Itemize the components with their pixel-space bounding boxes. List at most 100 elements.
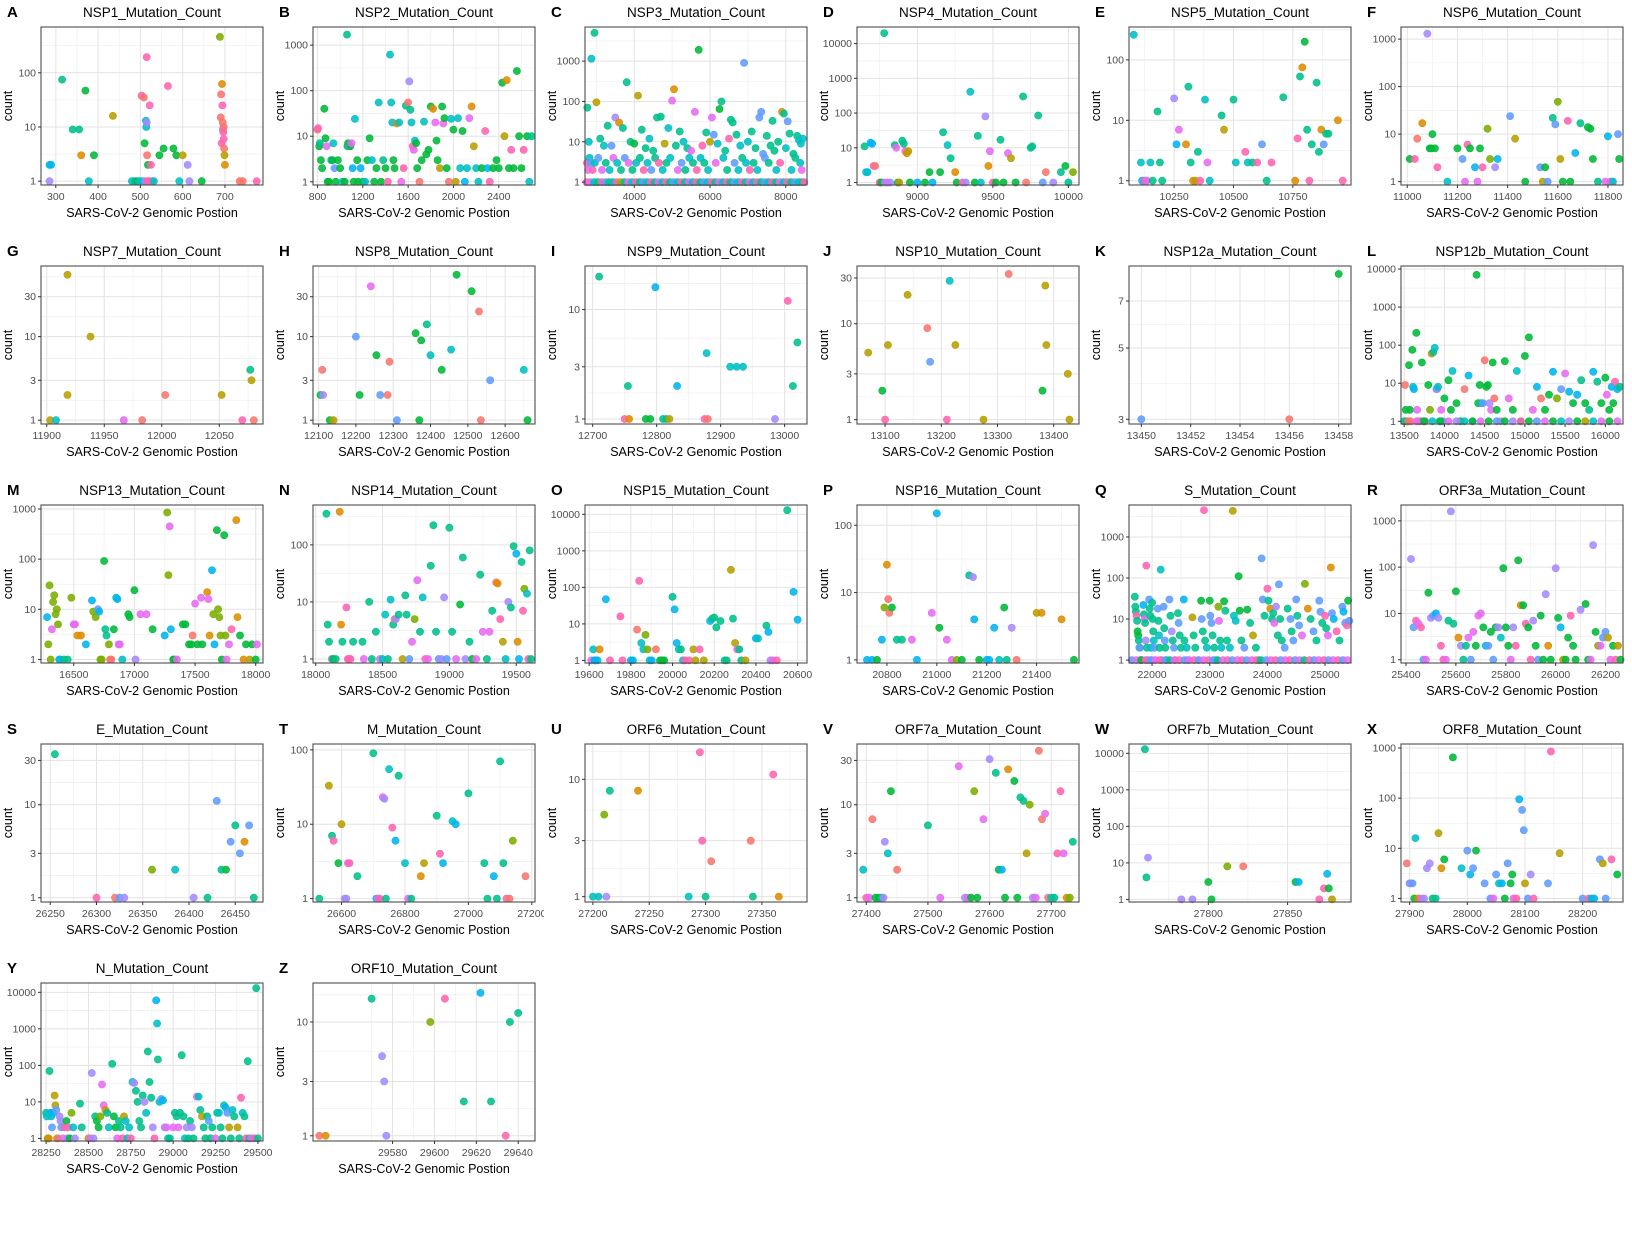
data-point — [342, 894, 351, 903]
data-point — [397, 177, 406, 186]
data-point — [1167, 627, 1176, 636]
data-point — [701, 892, 710, 901]
panel-title: NSP12a_Mutation_Count — [1163, 244, 1316, 259]
data-point — [152, 996, 161, 1005]
data-point — [1286, 615, 1295, 623]
data-point — [331, 177, 340, 186]
data-point — [1407, 555, 1415, 563]
data-point — [483, 894, 492, 903]
panel-title: NSP5_Mutation_Count — [1171, 5, 1309, 20]
data-point — [1504, 394, 1513, 403]
data-point — [647, 166, 656, 174]
data-point — [1539, 655, 1548, 664]
data-point — [1605, 405, 1614, 414]
data-point — [762, 131, 771, 140]
data-point — [382, 1131, 391, 1140]
data-point — [1289, 636, 1298, 645]
data-point — [1440, 855, 1449, 864]
data-point — [210, 640, 219, 649]
data-point — [1137, 158, 1145, 167]
data-point — [451, 820, 460, 829]
data-point — [1179, 595, 1188, 604]
data-point — [1553, 394, 1561, 403]
panel-letter: N — [279, 482, 290, 499]
x-tick-label: 28000 — [1453, 908, 1482, 920]
data-point — [150, 1134, 159, 1143]
data-point — [690, 108, 699, 116]
data-point — [719, 153, 728, 162]
panel-I: 1 3 10 12700 12800 12900 13000 I NSP9_Mutation_C… — [544, 239, 816, 478]
data-point — [618, 656, 627, 665]
data-point — [711, 158, 720, 167]
data-point — [643, 158, 652, 167]
data-point — [405, 77, 414, 86]
data-point — [906, 178, 914, 187]
panel-letter: Z — [279, 960, 288, 977]
x-axis-title: SARS-CoV-2 Genomic Postion — [66, 445, 238, 459]
data-point — [509, 542, 518, 550]
data-point — [935, 623, 944, 632]
data-point — [172, 655, 181, 664]
data-point — [1532, 417, 1541, 426]
data-point — [509, 164, 518, 172]
x-tick-label: 2400 — [487, 191, 511, 203]
data-point — [440, 994, 449, 1003]
data-point — [1549, 367, 1557, 376]
data-point — [774, 137, 783, 146]
data-point — [336, 164, 345, 172]
panel-B: 1 10 100 1000 800 1200 1600 2000 2400 B NSP2_Mutat… — [272, 0, 544, 239]
data-point — [1506, 112, 1514, 120]
panel-letter: L — [1367, 243, 1376, 260]
data-point — [1471, 163, 1479, 172]
data-point — [793, 338, 802, 347]
data-point — [366, 282, 375, 291]
data-point — [976, 178, 985, 187]
data-point — [1558, 177, 1567, 186]
data-point — [131, 655, 140, 664]
data-point — [670, 605, 679, 614]
panel-title: NSP2_Mutation_Count — [355, 5, 493, 20]
data-point — [878, 635, 886, 644]
data-point — [317, 156, 325, 164]
data-point — [81, 86, 90, 95]
data-point — [424, 145, 433, 154]
data-point — [1503, 859, 1512, 868]
x-tick-label: 12100 — [304, 430, 333, 442]
data-point — [961, 178, 970, 187]
data-point — [109, 625, 118, 634]
data-point — [1312, 78, 1321, 87]
x-axis-title: SARS-CoV-2 Genomic Postion — [1426, 684, 1598, 698]
data-point — [252, 177, 261, 186]
y-tick-label: 100 — [290, 744, 308, 756]
data-point — [1472, 846, 1480, 855]
y-axis-title: count — [273, 1046, 287, 1077]
data-point — [1561, 655, 1570, 664]
y-tick-label: 10 — [24, 799, 36, 811]
x-tick-label: 12600 — [491, 430, 520, 442]
y-tick-label: 30 — [24, 291, 36, 303]
data-point — [1159, 602, 1168, 611]
panel-title: NSP16_Mutation_Count — [895, 483, 1041, 498]
data-point — [519, 145, 528, 154]
data-point — [465, 114, 474, 122]
data-point — [1405, 361, 1413, 369]
data-point — [672, 639, 681, 647]
data-point — [788, 382, 797, 390]
x-tick-label: 12400 — [416, 430, 445, 442]
y-tick-label: 1 — [30, 415, 36, 427]
data-point — [1172, 140, 1181, 149]
data-point — [1011, 178, 1020, 187]
y-tick-label: 100 — [290, 539, 308, 551]
y-tick-label: 1000 — [1373, 302, 1397, 314]
data-point — [1246, 619, 1254, 627]
data-point — [432, 627, 440, 636]
data-point — [1156, 158, 1164, 167]
y-tick-label: 1000 — [13, 1023, 37, 1035]
data-point — [361, 177, 369, 186]
data-point — [334, 859, 343, 867]
data-point — [1022, 178, 1030, 187]
data-point — [237, 1093, 245, 1102]
data-point — [743, 137, 752, 146]
data-point — [492, 894, 501, 903]
data-point — [118, 655, 127, 664]
